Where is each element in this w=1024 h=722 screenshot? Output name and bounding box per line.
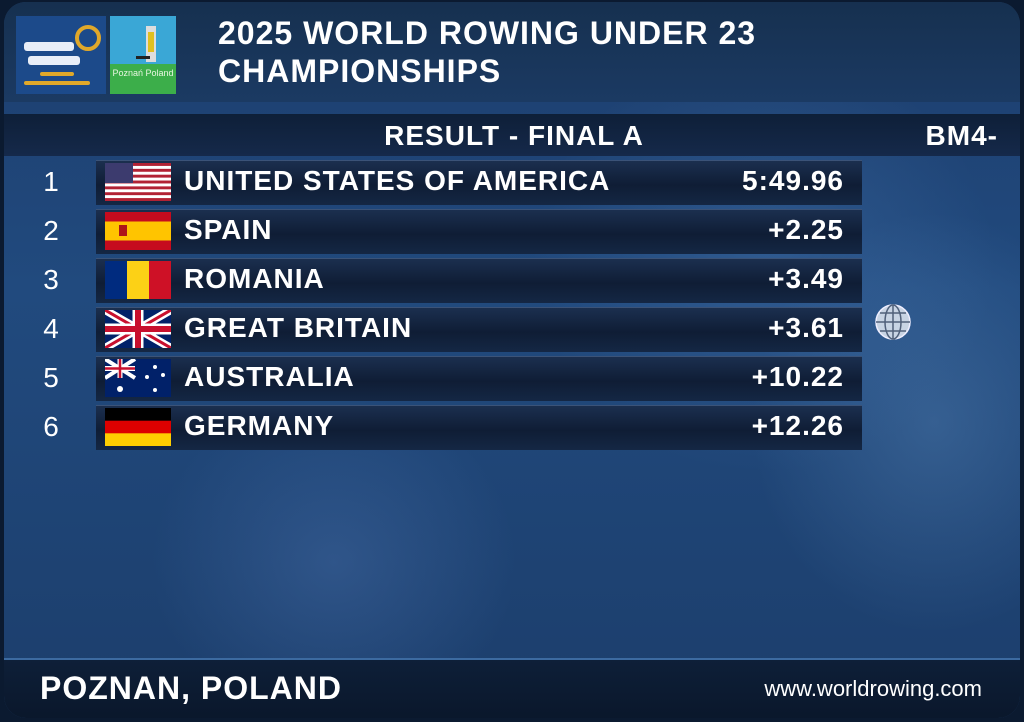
world-rowing-logo (16, 16, 106, 94)
time: +3.49 (768, 263, 844, 294)
result-label: RESULT - FINAL A (384, 120, 644, 151)
row-background (96, 405, 862, 450)
flag-romania-icon (105, 261, 171, 299)
rank: 6 (43, 411, 59, 442)
rank: 4 (43, 313, 59, 344)
poznan-logo-graphic (110, 16, 176, 94)
result-bar: RESULT - FINAL A BM4- (4, 114, 1020, 156)
flag-germany-icon (105, 408, 171, 446)
flag-great-britain-icon (105, 310, 171, 348)
flag-australia-icon (105, 359, 171, 397)
rank: 1 (43, 166, 59, 197)
poznan-logo: Poznań Poland (110, 16, 176, 94)
flag-usa-icon (105, 163, 171, 201)
header: Poznań Poland 2025 WORLD ROWING UNDER 23… (4, 2, 1020, 102)
row-background (96, 160, 862, 205)
footer: POZNAN, POLAND www.worldrowing.com (4, 658, 1020, 718)
logos: Poznań Poland (16, 16, 176, 94)
country-name: GERMANY (184, 410, 335, 441)
page-title: 2025 WORLD ROWING UNDER 23 CHAMPIONSHIPS (218, 14, 756, 90)
row-background (96, 258, 862, 303)
rank: 3 (43, 264, 59, 295)
row-background (96, 209, 862, 254)
country-name: AUSTRALIA (184, 361, 355, 392)
time: +12.26 (751, 410, 844, 441)
title-line-2: CHAMPIONSHIPS (218, 53, 502, 89)
results-graphic: Poznań Poland 2025 WORLD ROWING UNDER 23… (4, 2, 1020, 718)
country-name: ROMANIA (184, 263, 325, 294)
boat-class: BM4- (925, 120, 998, 151)
website-url: www.worldrowing.com (764, 676, 982, 701)
host-logo-text: Poznań Poland (112, 68, 174, 78)
title-line-1: 2025 WORLD ROWING UNDER 23 (218, 15, 757, 51)
country-name: UNITED STATES OF AMERICA (184, 165, 611, 196)
country-name: GREAT BRITAIN (184, 312, 413, 343)
rank: 5 (43, 362, 59, 393)
globe-icon (875, 304, 911, 340)
row-background (96, 356, 862, 401)
rank: 2 (43, 215, 59, 246)
country-name: SPAIN (184, 214, 273, 245)
time: +3.61 (768, 312, 844, 343)
time: 5:49.96 (742, 165, 844, 196)
time: +2.25 (768, 214, 844, 245)
location: POZNAN, POLAND (40, 670, 342, 706)
row-background (96, 307, 862, 352)
flag-spain-icon (105, 212, 171, 250)
time: +10.22 (751, 361, 844, 392)
